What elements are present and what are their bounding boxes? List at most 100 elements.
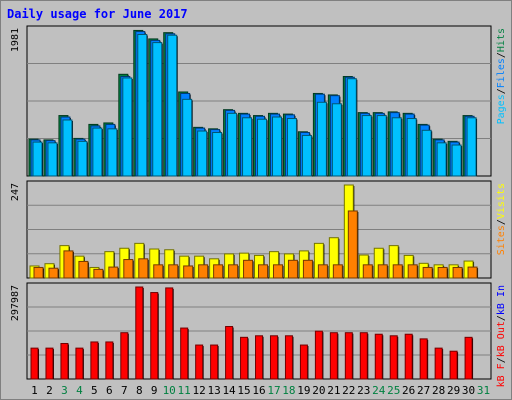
- bar-kb-f-day-18: [284, 335, 293, 380]
- bar-pages-day-11: [182, 98, 193, 177]
- bar-sites-day-19: [302, 259, 313, 279]
- bar-kb-f-day-6: [105, 341, 114, 380]
- bar-pages-day-15: [242, 117, 253, 177]
- legend-item-files: Files: [496, 58, 507, 88]
- legend-item-visits: Visits: [496, 183, 507, 219]
- bar-pages-day-28: [436, 142, 447, 177]
- legend-separator: /: [496, 219, 507, 225]
- bar-pages-day-12: [197, 130, 208, 177]
- bar-sites-day-13: [213, 264, 224, 279]
- bar-kb-f-day-4: [75, 347, 84, 380]
- bar-sites-day-14: [228, 264, 239, 279]
- bar-sites-day-17: [272, 264, 283, 279]
- bar-pages-day-7: [122, 77, 133, 177]
- bar-sites-day-30: [467, 266, 478, 279]
- legend-item-kb-out: kB Out: [496, 321, 507, 357]
- bar-sites-day-24: [377, 264, 388, 279]
- x-tick-day-21: 21: [327, 384, 340, 397]
- bar-kb-f-day-2: [45, 347, 54, 380]
- bar-pages-day-4: [77, 140, 88, 177]
- bar-kb-f-day-27: [419, 338, 428, 380]
- x-tick-day-17: 17: [267, 384, 280, 397]
- bar-sites-day-23: [362, 264, 373, 279]
- bar-sites-day-9: [153, 264, 164, 279]
- bar-kb-f-day-7: [120, 332, 129, 380]
- x-tick-day-7: 7: [121, 384, 128, 397]
- bar-sites-day-5: [93, 268, 104, 279]
- x-tick-day-25: 25: [387, 384, 400, 397]
- x-tick-day-2: 2: [46, 384, 53, 397]
- bar-sites-day-26: [407, 264, 418, 279]
- legend-separator: /: [496, 357, 507, 363]
- x-tick-day-12: 12: [193, 384, 206, 397]
- bar-pages-day-8: [137, 33, 148, 177]
- x-tick-day-16: 16: [252, 384, 265, 397]
- bar-sites-day-1: [33, 266, 44, 279]
- legend-hits-files-pages: Pages/Files/Hits: [496, 28, 507, 124]
- x-tick-day-28: 28: [432, 384, 445, 397]
- y-max-label: 247: [10, 183, 21, 201]
- bar-kb-f-day-28: [434, 347, 443, 380]
- bar-pages-day-16: [257, 118, 268, 177]
- bar-sites-day-28: [437, 266, 448, 279]
- bar-pages-day-22: [346, 78, 357, 177]
- x-tick-day-18: 18: [282, 384, 295, 397]
- bar-kb-f-day-16: [255, 335, 264, 380]
- legend-separator: /: [496, 88, 507, 94]
- bar-sites-day-21: [332, 264, 343, 279]
- x-tick-day-3: 3: [61, 384, 68, 397]
- bar-sites-day-12: [198, 264, 209, 279]
- x-tick-day-13: 13: [207, 384, 220, 397]
- bar-sites-day-11: [183, 265, 194, 279]
- bar-kb-f-day-10: [165, 287, 174, 380]
- bar-sites-day-4: [78, 260, 89, 279]
- bar-kb-f-day-11: [180, 327, 189, 380]
- x-tick-day-5: 5: [91, 384, 98, 397]
- bar-kb-f-day-15: [240, 336, 249, 380]
- bar-pages-day-17: [271, 116, 282, 177]
- bar-kb-f-day-5: [90, 341, 99, 380]
- bar-kb-f-day-17: [269, 335, 278, 380]
- bar-kb-f-day-9: [150, 292, 159, 380]
- bar-pages-day-6: [107, 128, 118, 177]
- x-tick-day-27: 27: [417, 384, 430, 397]
- x-tick-day-1: 1: [31, 384, 38, 397]
- x-tick-day-10: 10: [163, 384, 176, 397]
- bar-kb-f-day-29: [449, 350, 458, 380]
- legend-item-kb-f: kB F: [496, 363, 507, 387]
- legend-kbin-kbout: kB F/kB Out/kB In: [496, 285, 507, 387]
- bar-kb-f-day-14: [225, 326, 234, 380]
- bar-sites-day-22: [347, 210, 358, 279]
- bar-sites-day-3: [63, 250, 74, 279]
- bar-kb-f-day-30: [464, 336, 473, 380]
- bar-sites-day-25: [392, 264, 403, 279]
- x-tick-day-29: 29: [447, 384, 460, 397]
- x-tick-day-26: 26: [402, 384, 415, 397]
- bar-pages-day-9: [152, 42, 163, 177]
- bar-pages-day-2: [47, 142, 58, 177]
- x-tick-day-6: 6: [106, 384, 113, 397]
- bar-kb-f-day-19: [299, 344, 308, 380]
- bar-pages-day-3: [62, 119, 73, 177]
- bar-kb-f-day-22: [344, 332, 353, 380]
- x-tick-day-23: 23: [357, 384, 370, 397]
- bar-kb-f-day-24: [374, 333, 383, 380]
- bar-pages-day-13: [212, 132, 223, 177]
- bar-pages-day-24: [376, 115, 387, 177]
- x-tick-day-20: 20: [312, 384, 325, 397]
- bar-kb-f-day-23: [359, 332, 368, 380]
- bar-pages-day-10: [167, 34, 178, 177]
- bar-pages-day-23: [361, 115, 372, 177]
- x-tick-day-9: 9: [151, 384, 158, 397]
- bar-kb-f-day-3: [60, 342, 69, 380]
- bar-pages-day-18: [286, 118, 297, 177]
- bar-kb-f-day-8: [135, 286, 144, 380]
- legend-item-hits: Hits: [496, 28, 507, 52]
- x-tick-day-31: 31: [477, 384, 490, 397]
- y-max-label: 1981: [10, 28, 21, 52]
- bar-kb-f-day-26: [404, 333, 413, 380]
- bar-sites-day-29: [452, 266, 463, 279]
- x-tick-day-22: 22: [342, 384, 355, 397]
